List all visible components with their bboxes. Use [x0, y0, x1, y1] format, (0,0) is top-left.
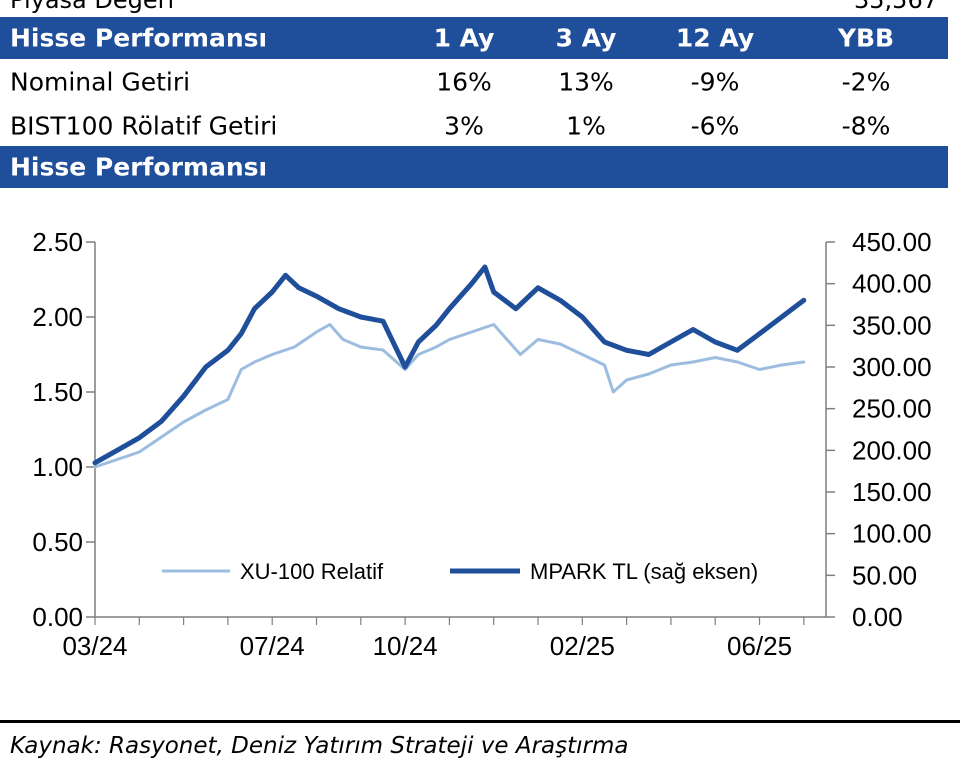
- table-row-nominal: Nominal Getiri 16% 13% -9% -2%: [0, 60, 948, 104]
- cell-12-ay: -6%: [690, 111, 740, 141]
- legend-label: XU-100 Relatif: [240, 559, 384, 584]
- x-tick-label: 07/24: [240, 631, 305, 661]
- y-right-tick-label: 100.00: [852, 519, 932, 549]
- table-row-relative: BIST100 Rölatif Getiri 3% 1% -6% -8%: [0, 104, 948, 148]
- row-label: Nominal Getiri: [10, 67, 191, 97]
- y-right-tick-label: 400.00: [852, 269, 932, 299]
- y-right-tick-label: 0.00: [852, 602, 903, 632]
- x-tick-label: 10/24: [373, 631, 438, 661]
- source-note: Kaynak: Rasyonet, Deniz Yatırım Strateji…: [10, 733, 629, 759]
- y-right-tick-label: 350.00: [852, 310, 932, 340]
- y-left-tick-label: 1.50: [32, 377, 83, 407]
- cell-3-ay: 1%: [566, 111, 606, 141]
- chart-section-header: Hisse Performansı: [0, 146, 948, 188]
- mpark-line: [92, 264, 807, 466]
- divider: [0, 720, 960, 723]
- x-tick-label: 03/24: [62, 631, 127, 661]
- y-right-tick-label: 300.00: [852, 352, 932, 382]
- top-cutoff-row: Piyasa Değeri 35,567: [0, 0, 960, 14]
- y-left-tick-label: 1.00: [32, 452, 83, 482]
- cell-12-ay: -9%: [690, 67, 740, 97]
- header-ybb: YBB: [837, 23, 895, 53]
- performance-table-header: Hisse Performansı 1 Ay 3 Ay 12 Ay YBB: [0, 17, 948, 59]
- y-left-tick-label: 2.50: [32, 227, 83, 257]
- header-3-ay: 3 Ay: [555, 23, 617, 53]
- x-tick-label: 06/25: [727, 631, 792, 661]
- header-title: Hisse Performansı: [10, 23, 268, 53]
- y-left-tick-label: 2.00: [32, 302, 83, 332]
- cell-ybb: -8%: [841, 111, 891, 141]
- cell-1-ay: 16%: [436, 67, 492, 97]
- y-left-tick-label: 0.00: [32, 602, 83, 632]
- cell-ybb: -2%: [841, 67, 891, 97]
- market-cap-value: 35,567: [854, 0, 938, 14]
- header-1-ay: 1 Ay: [433, 23, 495, 53]
- y-left-tick-label: 0.50: [32, 527, 83, 557]
- header-12-ay: 12 Ay: [675, 23, 755, 53]
- xu100-relative-line: [93, 323, 806, 469]
- y-right-tick-label: 50.00: [852, 560, 917, 590]
- performance-chart: 0.00 0.50 1.00 1.50 2.00 2.50 0.00 50.00 100.00 1…: [32, 227, 932, 661]
- legend-label: MPARK TL (sağ eksen): [530, 559, 758, 584]
- x-tick-label: 02/25: [550, 631, 615, 661]
- y-right-tick-label: 450.00: [852, 227, 932, 257]
- y-right-tick-label: 250.00: [852, 394, 932, 424]
- row-label: BIST100 Rölatif Getiri: [10, 111, 278, 141]
- cell-1-ay: 3%: [444, 111, 484, 141]
- y-right-tick-label: 200.00: [852, 435, 932, 465]
- chart-section-title: Hisse Performansı: [10, 152, 268, 182]
- cell-3-ay: 13%: [558, 67, 614, 97]
- y-right-tick-label: 150.00: [852, 477, 932, 507]
- market-cap-label: Piyasa Değeri: [10, 0, 175, 14]
